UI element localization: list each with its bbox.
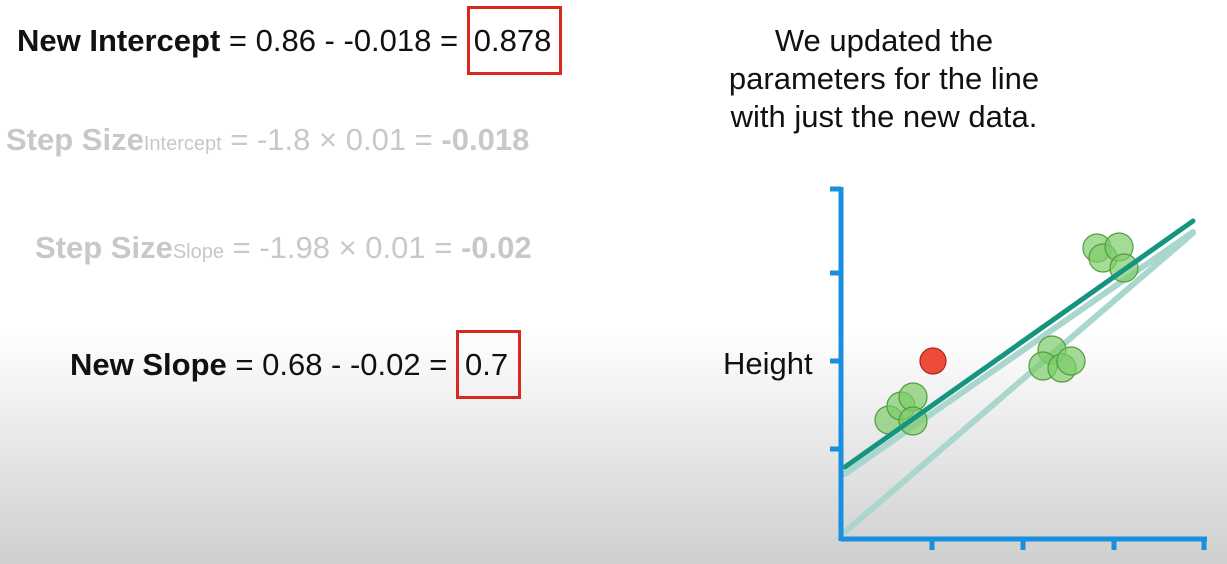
new-slope-equation-text: = 0.68 - -0.02 = xyxy=(226,347,456,382)
new-intercept-label: New Intercept xyxy=(17,23,221,58)
new-intercept-equation-text: = 0.86 - -0.018 = xyxy=(220,23,467,58)
new-intercept-equation: New Intercept = 0.86 - -0.018 = 0.878 xyxy=(17,6,563,75)
step-size-intercept-label: Step Size xyxy=(6,122,144,157)
caption-line-2: parameters for the line xyxy=(728,61,1040,96)
step-size-slope-label: Step Size xyxy=(35,230,173,265)
step-size-slope-subscript: Slope xyxy=(172,241,224,263)
caption: We updated the parameters for the line w… xyxy=(700,22,1068,136)
axes xyxy=(830,186,1207,550)
step-size-slope-equation: Step SizeSlope = -1.98 × 0.01 = -0.02 xyxy=(35,232,532,263)
new-intercept-result-box: 0.878 xyxy=(466,6,563,75)
old-fit-line-upper xyxy=(842,229,1196,477)
new-slope-result-box: 0.7 xyxy=(455,330,522,399)
new-slope-equation: New Slope = 0.68 - -0.02 = 0.7 xyxy=(70,330,522,399)
old-fit-line xyxy=(842,230,1196,535)
new-slope-label: New Slope xyxy=(70,347,227,382)
data-point xyxy=(1056,346,1086,376)
new-intercept-result: 0.878 xyxy=(473,23,552,58)
step-size-intercept-equation-text: = -1.8 × 0.01 = xyxy=(221,122,442,157)
y-axis-label: Height xyxy=(723,346,813,381)
new-slope-result: 0.7 xyxy=(464,347,509,382)
caption-line-3: with just the new data. xyxy=(730,99,1038,134)
step-size-slope-result: -0.02 xyxy=(460,230,532,265)
old-data-points xyxy=(874,232,1139,436)
step-size-intercept-subscript: Intercept xyxy=(143,133,222,155)
step-size-intercept-equation: Step SizeIntercept = -1.8 × 0.01 = -0.01… xyxy=(6,124,529,155)
new-data-point xyxy=(919,347,947,375)
new-fit-line xyxy=(842,218,1196,470)
caption-line-1: We updated the xyxy=(774,23,994,58)
step-size-intercept-result: -0.018 xyxy=(441,122,530,157)
step-size-slope-equation-text: = -1.98 × 0.01 = xyxy=(223,230,461,265)
